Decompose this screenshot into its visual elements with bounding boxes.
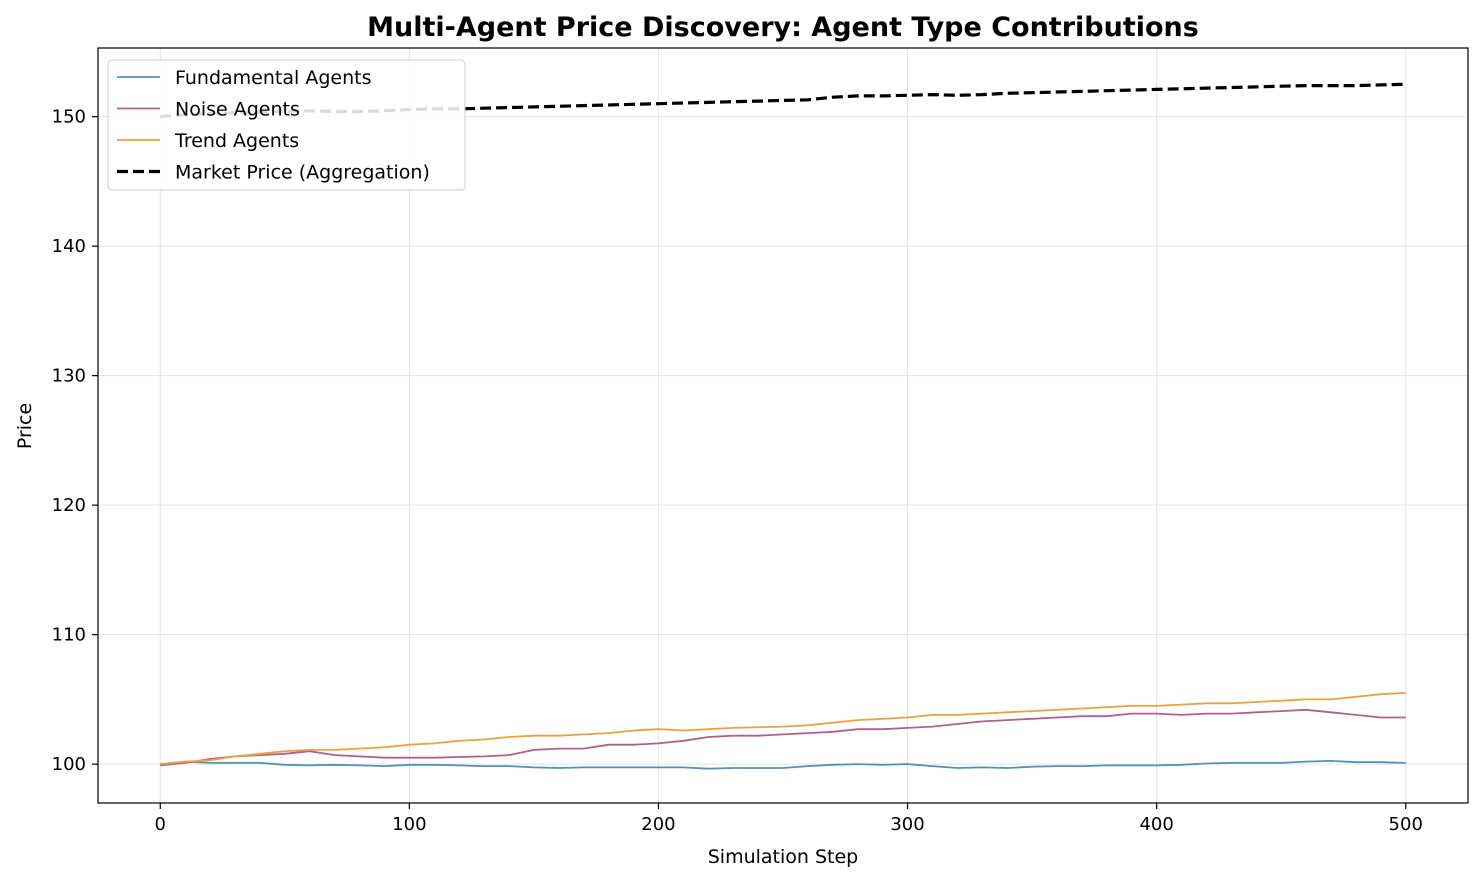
- series-line-2: [160, 692, 1406, 765]
- series-line-0: [160, 760, 1406, 770]
- series-line-1: [160, 708, 1406, 767]
- y-tick-label: 110: [52, 625, 86, 646]
- legend: Fundamental Agents Noise Agents Trend Agen…: [107, 59, 466, 191]
- x-tick-label: 0: [155, 814, 166, 835]
- y-axis-label: Price: [14, 403, 36, 449]
- x-tick-label: 400: [1139, 814, 1173, 835]
- x-axis-label: Simulation Step: [708, 846, 859, 868]
- y-tick-label: 130: [52, 366, 86, 387]
- legend-label-0: Fundamental Agents: [175, 67, 371, 89]
- x-tick-label: 500: [1389, 814, 1423, 835]
- plot-frame: [97, 47, 1469, 804]
- tick-layer: 0 100 200 300 400 500 100 110 120 130 140 150: [52, 107, 1423, 835]
- y-tick-label: 140: [52, 236, 86, 257]
- y-tick-label: 120: [52, 495, 86, 516]
- series-layer: [160, 82, 1406, 770]
- x-tick-label: 200: [641, 814, 675, 835]
- y-tick-label: 100: [52, 754, 86, 775]
- x-tick-label: 300: [890, 814, 924, 835]
- legend-label-1: Noise Agents: [175, 99, 300, 121]
- legend-box: [107, 59, 466, 191]
- chart-title: Multi-Agent Price Discovery: Agent Type …: [367, 12, 1199, 43]
- x-tick-label: 100: [392, 814, 426, 835]
- grid-layer: [98, 48, 1468, 803]
- legend-label-2: Trend Agents: [174, 130, 299, 152]
- legend-label-3: Market Price (Aggregation): [175, 162, 430, 184]
- y-tick-label: 150: [52, 107, 86, 128]
